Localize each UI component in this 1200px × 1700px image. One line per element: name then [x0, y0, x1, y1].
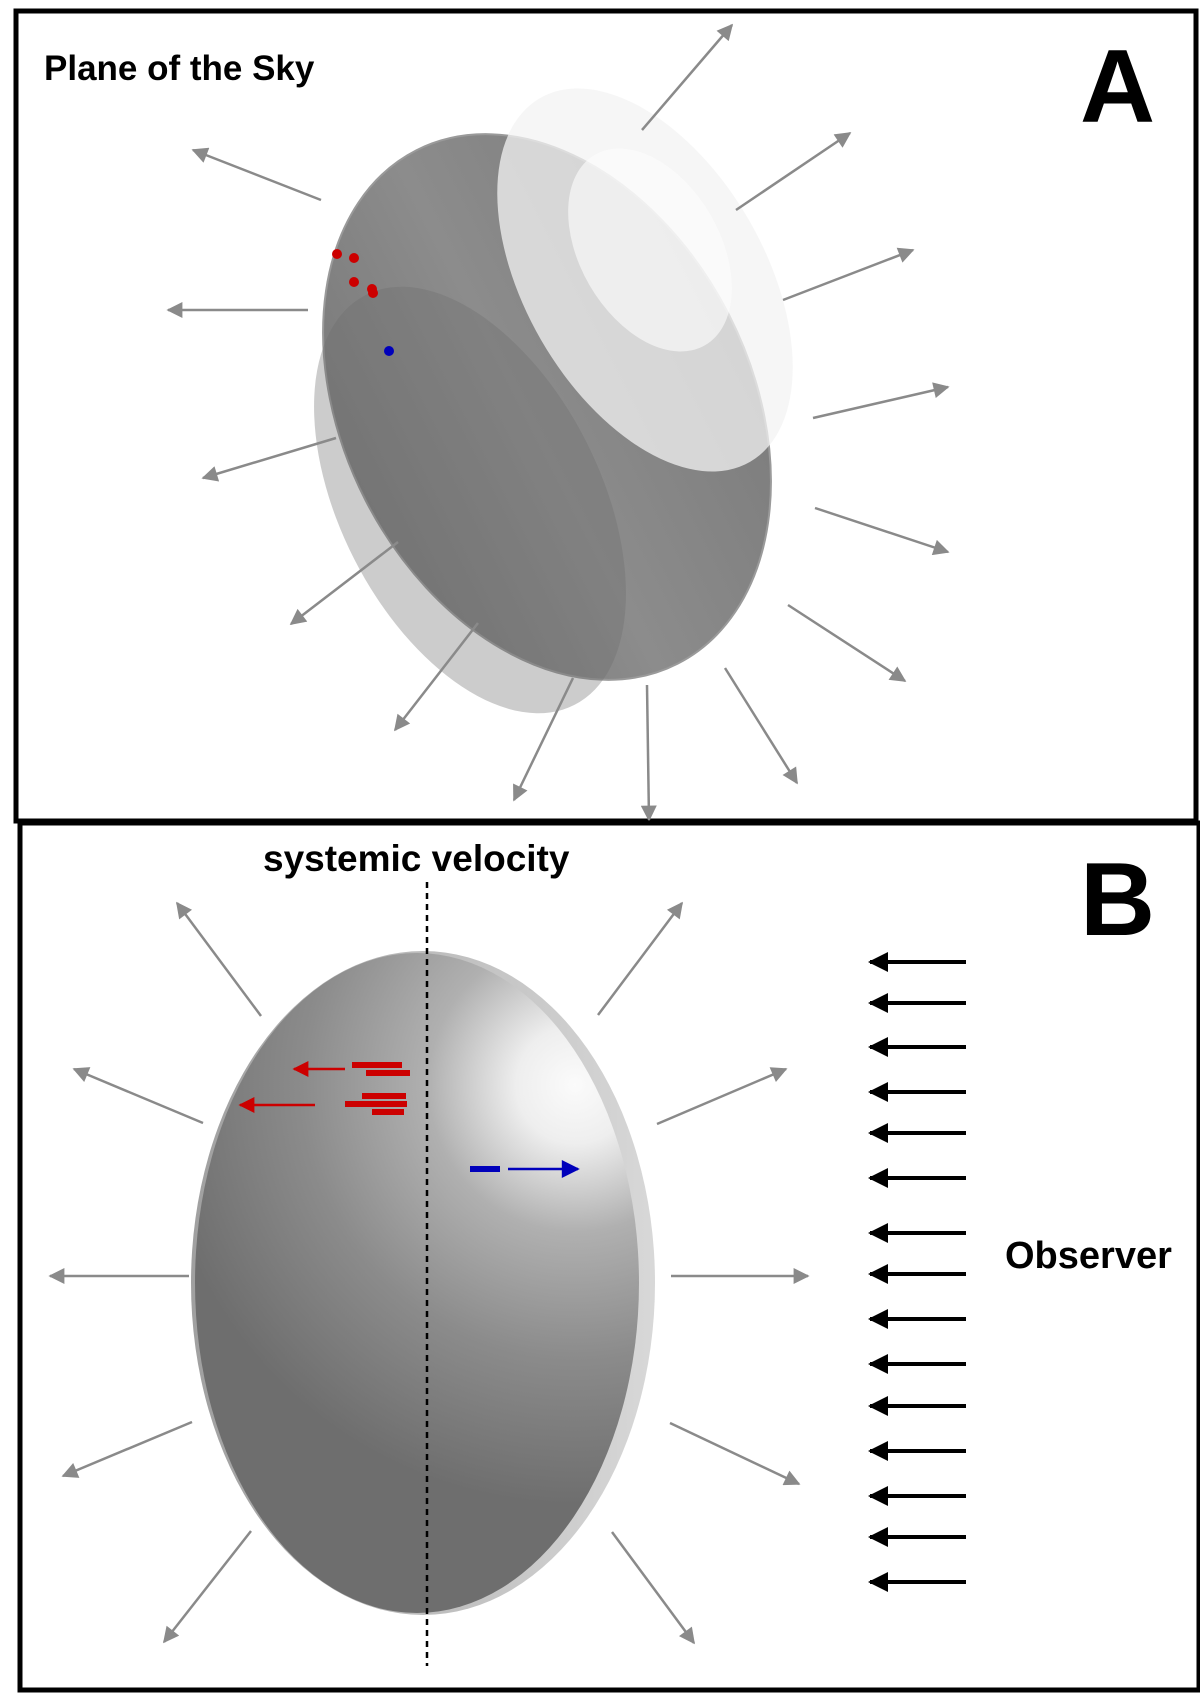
systemic-velocity-label: systemic velocity	[263, 838, 570, 879]
panel-b-frame	[17, 820, 1200, 1693]
redshifted-clumps	[238, 1061, 410, 1115]
face-on-shell	[191, 951, 655, 1615]
arrow-outward-icon	[72, 1067, 204, 1125]
red-clump-marker	[368, 288, 378, 298]
arrow-outward-icon	[597, 901, 683, 1016]
arrow-outward-icon	[289, 541, 399, 625]
observer-arrows	[868, 952, 966, 1592]
shell-b-body	[195, 953, 639, 1613]
arrow-outward-icon	[641, 23, 734, 131]
observer-label: Observer	[1005, 1235, 1172, 1277]
arrow-outward-icon	[723, 667, 799, 785]
arrow-outward-icon	[175, 901, 263, 1017]
arrow-outward-icon	[201, 436, 337, 482]
blue-clump-marker	[384, 346, 394, 356]
shell-a-highlight-core	[568, 148, 732, 352]
arrow-outward-icon	[163, 1530, 252, 1644]
panel-a-letter: A	[1080, 29, 1155, 145]
arrow-outward-icon	[61, 1420, 193, 1478]
red-clump-marker	[332, 249, 342, 259]
red-velocity-bar	[372, 1109, 404, 1115]
arrow-outward-icon	[814, 506, 950, 556]
arrow-outward-icon	[812, 382, 950, 420]
clump-markers-a	[332, 249, 394, 356]
arrow-outward-icon	[512, 677, 575, 802]
panel-b: systemic velocity B	[17, 820, 1200, 1693]
arrow-outward-icon	[787, 603, 907, 683]
plane-of-sky-title: Plane of the Sky	[44, 49, 315, 88]
arrow-outward-icon	[735, 131, 852, 212]
arrow-outward-icon	[656, 1067, 788, 1126]
red-clump-marker	[349, 253, 359, 263]
inclined-shell	[314, 88, 793, 714]
arrow-outward-icon	[610, 1531, 696, 1645]
red-velocity-bar	[345, 1101, 407, 1107]
arrow-outward-icon	[640, 684, 657, 822]
panel-b-letter: B	[1080, 842, 1155, 958]
outflow-arrows-a	[166, 23, 950, 822]
blue-velocity-bar	[470, 1166, 500, 1172]
outflow-arrows-b	[48, 901, 810, 1645]
arrow-outward-icon	[394, 622, 479, 732]
panel-a: Plane of the Sky A	[13, 8, 1199, 824]
arrow-outward-icon	[669, 1421, 801, 1486]
red-velocity-bar	[366, 1070, 410, 1076]
arrow-outward-icon	[191, 147, 322, 202]
red-clump-marker	[349, 277, 359, 287]
shell-a-shadow	[314, 286, 626, 714]
red-velocity-bar	[362, 1093, 406, 1099]
red-velocity-bar	[352, 1062, 402, 1068]
arrow-outward-icon	[782, 247, 915, 302]
blueshifted-clumps	[470, 1160, 580, 1178]
